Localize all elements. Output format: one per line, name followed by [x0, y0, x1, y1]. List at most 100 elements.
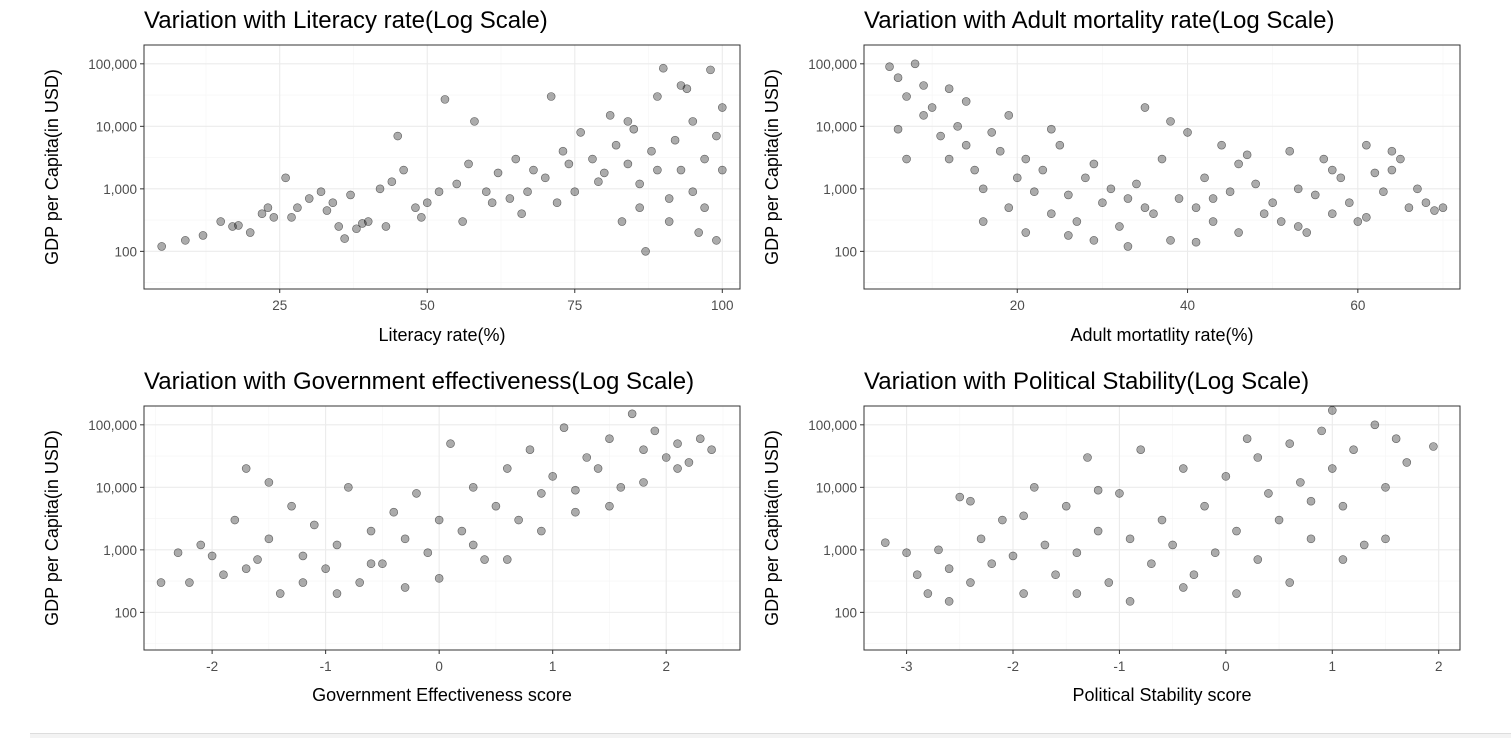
chart-title: Variation with Literacy rate(Log Scale) [144, 7, 548, 34]
data-point [417, 213, 426, 222]
bottom-strip [30, 733, 1511, 738]
data-point [517, 209, 526, 219]
data-point [1093, 526, 1103, 536]
data-point [537, 526, 546, 536]
data-point [470, 117, 479, 126]
y-tick-label: 1,000 [823, 182, 857, 197]
data-point [434, 574, 444, 583]
chart-title: Variation with Government effectiveness(… [144, 368, 694, 395]
data-point [1093, 485, 1103, 495]
data-point [502, 464, 512, 473]
data-point [1019, 511, 1028, 521]
data-point [944, 564, 954, 573]
data-point [712, 236, 721, 245]
data-point [257, 209, 267, 219]
data-point [423, 548, 433, 558]
data-point [617, 217, 627, 226]
data-point [468, 540, 478, 550]
data-point [1387, 165, 1397, 175]
data-point [1293, 184, 1303, 194]
y-tick-label: 1,000 [103, 182, 137, 197]
data-point [1276, 217, 1286, 226]
data-point [1370, 168, 1380, 178]
y-tick-label: 100,000 [88, 57, 137, 72]
data-point [228, 222, 237, 231]
data-point [934, 545, 943, 555]
data-point [334, 222, 344, 231]
data-point [1225, 187, 1235, 197]
data-point [676, 81, 686, 90]
data-point [1430, 206, 1439, 215]
data-point [611, 140, 621, 150]
data-point [1387, 146, 1397, 156]
data-point [623, 159, 633, 169]
data-point [1047, 124, 1056, 134]
data-point [304, 194, 314, 203]
data-point [1413, 184, 1422, 194]
data-point [1302, 228, 1312, 237]
data-point [893, 124, 903, 134]
panel-1: 25 50 75 100 100 1,000 10,000 100,000 Variation … [42, 7, 741, 345]
data-point [552, 198, 562, 208]
data-point [1317, 426, 1326, 436]
data-point [434, 187, 444, 197]
data-point [944, 154, 954, 164]
data-point [411, 203, 420, 212]
data-point [322, 206, 332, 215]
data-point [923, 589, 933, 598]
data-point [1285, 578, 1295, 587]
data-point [381, 222, 391, 231]
data-point [1404, 203, 1414, 212]
data-point [468, 483, 478, 492]
data-point [1098, 198, 1107, 208]
data-point [1259, 209, 1269, 219]
data-point [181, 236, 190, 245]
data-point [1379, 187, 1388, 197]
data-point [1029, 483, 1039, 492]
x-tick-label: 0 [435, 659, 443, 674]
data-point [639, 478, 648, 487]
data-point [976, 534, 986, 544]
data-point [548, 472, 557, 481]
x-axis-label: Political Stability score [1072, 685, 1251, 705]
data-point [452, 179, 462, 189]
data-point [1191, 203, 1201, 212]
x-tick-label: 40 [1180, 298, 1195, 313]
data-point [1081, 173, 1090, 183]
data-point [352, 224, 361, 234]
data-point [712, 131, 721, 141]
data-point [953, 122, 962, 131]
data-point [1327, 406, 1337, 415]
data-point [525, 445, 535, 454]
data-point [245, 228, 255, 237]
plot-panel [863, 405, 1461, 651]
data-point [961, 140, 971, 150]
data-point [287, 213, 296, 222]
data-point [635, 203, 644, 212]
data-point [316, 187, 326, 197]
data-point [253, 555, 262, 564]
data-point [995, 146, 1005, 156]
data-point [694, 228, 703, 237]
data-point [623, 117, 633, 126]
data-point [673, 439, 682, 448]
x-tick-label: 1 [549, 659, 557, 674]
data-point [670, 135, 680, 145]
data-point [1253, 453, 1263, 462]
data-point [641, 247, 650, 256]
data-point [1338, 501, 1348, 511]
data-point [1157, 515, 1167, 525]
data-point [1232, 526, 1241, 536]
data-point [387, 177, 397, 187]
data-point [196, 540, 206, 550]
data-point [1064, 231, 1073, 240]
data-point [987, 559, 997, 569]
data-point [514, 515, 523, 525]
data-point [1178, 583, 1188, 592]
panel-4: -3 -2 -1 0 1 2 100 1,000 10,000 100,000 Variation … [762, 368, 1461, 705]
data-point [1125, 534, 1135, 544]
data-point [366, 526, 376, 536]
data-point [588, 154, 597, 164]
data-point [1402, 458, 1412, 467]
data-point [185, 578, 194, 587]
